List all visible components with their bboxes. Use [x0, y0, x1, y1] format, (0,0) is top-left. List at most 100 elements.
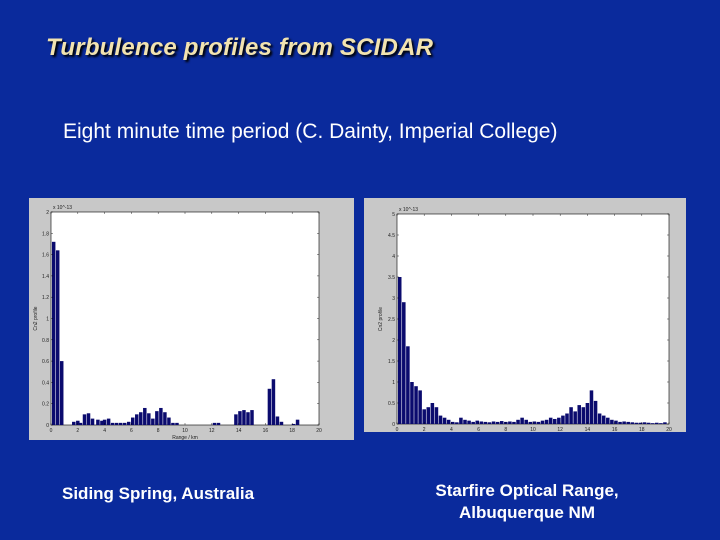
bar — [540, 420, 545, 424]
x-tick-label: 12 — [557, 427, 563, 432]
x-tick-label: 6 — [130, 428, 133, 434]
bar — [96, 419, 100, 425]
bar — [72, 421, 76, 425]
bar — [114, 422, 119, 425]
bar — [610, 419, 614, 424]
y-axis-label: Cn2 profile — [378, 307, 384, 331]
y-tick-label: 0 — [46, 423, 49, 429]
bar — [86, 413, 91, 425]
bar — [147, 413, 151, 425]
bar — [155, 411, 159, 425]
bar — [524, 419, 528, 424]
bar — [135, 414, 139, 425]
x-tick-label: 2 — [423, 427, 426, 432]
bar — [397, 277, 402, 424]
x-tick-label: 6 — [477, 427, 480, 432]
bar — [650, 423, 655, 424]
y-tick-label: 1.2 — [42, 295, 49, 301]
bar — [512, 421, 516, 424]
y-tick-label: 2 — [46, 210, 49, 216]
bar — [646, 422, 651, 424]
bar — [532, 421, 537, 424]
bar — [475, 420, 480, 424]
bar — [459, 417, 463, 424]
bar — [406, 346, 410, 424]
bar — [130, 417, 135, 425]
bar — [630, 422, 635, 424]
bar — [234, 414, 238, 425]
bar — [597, 413, 602, 424]
bar — [55, 250, 60, 425]
bar — [59, 361, 64, 425]
y-tick-label: 1.4 — [42, 274, 49, 280]
bar — [528, 421, 533, 424]
x-tick-label: 8 — [157, 428, 160, 434]
cn2-profile-chart-starfire: 0 2 4 6 8 10 12 14 16 18 20 0 0.5 1 1.5 2 2.5 3 3.5 4 4.5 5 x … — [378, 207, 672, 432]
x-tick-label: 14 — [585, 427, 591, 432]
bar — [622, 421, 626, 424]
bar — [491, 421, 496, 424]
bar — [606, 417, 610, 424]
bar — [76, 420, 80, 425]
cn2-profile-chart-siding-spring: 0 2 4 6 8 10 12 14 16 18 20 0 0.2 0.4 0.6 0.8 1 1.2 1.4 1.6… — [33, 205, 322, 440]
bar — [430, 403, 435, 424]
y-tick-label: 0.4 — [42, 380, 49, 386]
plot-area — [396, 213, 670, 425]
bar — [291, 423, 296, 425]
bar — [471, 421, 475, 424]
bar — [548, 417, 553, 424]
bar — [295, 419, 300, 425]
bar — [589, 390, 594, 424]
bar — [455, 422, 459, 424]
y-tick-label: 1 — [392, 380, 395, 386]
bar — [614, 420, 618, 424]
bar — [520, 417, 524, 424]
x-tick-label: 20 — [666, 427, 672, 432]
bar — [106, 418, 111, 425]
bar — [78, 422, 83, 425]
y-tick-label: 3 — [392, 296, 395, 302]
axis-multiplier: x 10^-13 — [399, 207, 418, 213]
bar — [552, 418, 557, 424]
bar — [544, 419, 549, 424]
bar — [171, 422, 175, 425]
y-tick-label: 2 — [392, 338, 395, 344]
bar — [151, 418, 155, 425]
bar — [634, 422, 639, 424]
bar — [601, 415, 606, 424]
bar — [499, 421, 504, 424]
bar — [442, 417, 447, 424]
y-tick-label: 5 — [392, 212, 395, 218]
caption-starfire: Starfire Optical Range, Albuquerque NM — [435, 481, 619, 522]
bar — [279, 421, 284, 425]
x-tick-label: 8 — [504, 427, 507, 432]
bar — [418, 390, 422, 424]
bar — [508, 421, 512, 424]
x-tick-label: 18 — [289, 428, 295, 434]
bar — [642, 422, 647, 424]
bar — [159, 407, 163, 425]
bar — [516, 419, 520, 424]
bar — [163, 412, 167, 425]
bar — [467, 420, 471, 424]
x-tick-label: 20 — [316, 428, 322, 434]
x-tick-label: 2 — [76, 428, 79, 434]
x-tick-label: 0 — [50, 428, 53, 434]
x-tick-label: 0 — [396, 427, 399, 432]
bar — [618, 421, 622, 424]
bar — [90, 418, 95, 425]
bar — [495, 421, 500, 424]
bar — [573, 411, 577, 424]
x-tick-label: 18 — [639, 427, 645, 432]
plot-area — [50, 211, 320, 426]
bar — [581, 407, 586, 424]
bar — [577, 405, 582, 424]
y-tick-label: 0.8 — [42, 338, 49, 344]
bar — [463, 419, 467, 424]
bar — [593, 400, 598, 424]
x-tick-label: 12 — [209, 428, 215, 434]
slide-subtitle: Eight minute time period (C. Dainty, Imp… — [63, 120, 558, 143]
bar — [118, 422, 123, 425]
bar — [126, 421, 131, 425]
x-tick-label: 16 — [612, 427, 618, 432]
